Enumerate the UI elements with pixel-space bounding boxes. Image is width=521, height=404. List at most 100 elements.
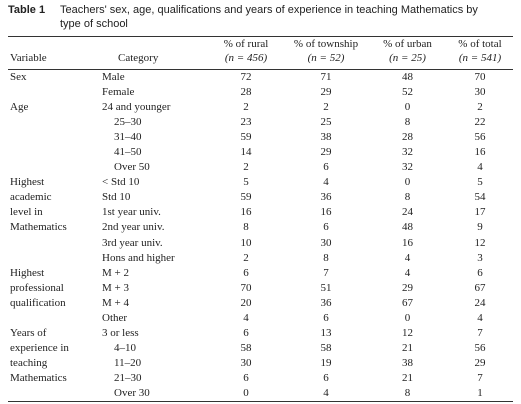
table-row: Highest M + 2 6 7 4 6 (8, 266, 513, 281)
row-category: M + 4 (102, 296, 129, 309)
cell-rural: 23 (240, 116, 252, 129)
cell-urban: 4 (404, 251, 411, 264)
row-variable (8, 145, 96, 160)
cell-rural: 70 (240, 281, 252, 294)
row-variable: professional (10, 281, 64, 294)
cell-township: 29 (320, 86, 332, 99)
cell-urban: 0 (404, 176, 411, 189)
table-row: Years of 3 or less 6 13 12 7 (8, 326, 513, 341)
cell-total: 9 (477, 221, 483, 234)
cell-total: 7 (477, 326, 483, 339)
cell-total: 70 (474, 71, 486, 84)
row-variable (8, 115, 96, 130)
cell-rural: 0 (243, 387, 249, 399)
table-caption-line-1: Teachers' sex, age, qualifications and y… (60, 4, 478, 16)
table-row: Over 50 2 6 32 4 (8, 160, 513, 175)
cell-urban: 67 (402, 296, 413, 309)
cell-urban: 29 (402, 281, 413, 294)
row-variable (8, 130, 96, 145)
row-category: M + 2 (102, 266, 129, 279)
cell-rural: 2 (243, 251, 249, 264)
cell-urban: 0 (404, 101, 411, 114)
header-total: % of total (458, 38, 502, 50)
cell-total: 24 (474, 296, 486, 309)
row-variable: Years of (10, 326, 47, 339)
table-row: Female 28 29 52 30 (8, 85, 513, 100)
row-variable (8, 386, 96, 401)
data-table: % of rural % of township % of urban % of… (8, 38, 513, 401)
row-category: 31–40 (114, 131, 142, 144)
row-category: 21–30 (114, 371, 142, 384)
cell-total: 29 (474, 356, 486, 369)
cell-township: 6 (323, 221, 329, 234)
cell-rural: 6 (243, 371, 249, 384)
cell-urban: 52 (402, 86, 413, 99)
row-category: < Std 10 (102, 176, 140, 189)
header-row-2: Variable Category (n = 456) (n = 52) (n … (8, 51, 513, 65)
cell-rural: 58 (240, 341, 252, 354)
table-row: Mathematics 2nd year univ. 8 6 48 9 (8, 220, 513, 235)
row-category: 25–30 (114, 116, 142, 129)
cell-total: 1 (477, 387, 483, 399)
row-category: Over 50 (114, 161, 150, 174)
row-variable: Highest (10, 176, 45, 189)
table-row: experience in 4–10 58 58 21 56 (8, 341, 513, 356)
row-category: Std 10 (102, 191, 131, 204)
cell-township: 7 (323, 266, 329, 279)
row-category: Male (102, 71, 125, 84)
row-category: 41–50 (114, 146, 142, 159)
cell-township: 6 (323, 371, 329, 384)
table-caption-line-2: type of school (60, 18, 128, 30)
cell-urban: 8 (404, 191, 411, 204)
cell-total: 12 (474, 236, 486, 249)
table-row: 41–50 14 29 32 16 (8, 145, 513, 160)
row-variable: level in (10, 206, 43, 219)
table-caption: Table 1 Teachers' sex, age, qualification… (8, 3, 513, 31)
table-row: teaching 11–20 30 19 38 29 (8, 356, 513, 371)
cell-township: 29 (320, 146, 332, 159)
header-category: Category (118, 52, 159, 64)
cell-rural: 59 (240, 191, 252, 204)
cell-urban: 8 (404, 387, 411, 399)
header-total-n: (n = 541) (458, 52, 502, 64)
cell-township: 38 (320, 131, 332, 144)
row-variable (8, 85, 96, 100)
table-bottom-rule (8, 401, 513, 402)
cell-urban: 48 (402, 71, 413, 84)
cell-township: 58 (320, 341, 332, 354)
row-variable (8, 236, 96, 251)
row-category: 3rd year univ. (102, 236, 163, 249)
table-row: Hons and higher 2 8 4 3 (8, 251, 513, 266)
cell-rural: 72 (240, 71, 252, 84)
row-variable: Highest (10, 266, 45, 279)
header-urban-n: (n = 25) (389, 52, 426, 64)
cell-township: 51 (320, 281, 332, 294)
row-category: Over 30 (114, 387, 150, 399)
header-township: % of township (293, 38, 359, 50)
cell-township: 4 (323, 176, 329, 189)
cell-urban: 48 (402, 221, 413, 234)
cell-rural: 2 (243, 101, 249, 114)
table-row: Over 30 0 4 8 1 (8, 386, 513, 401)
row-category: 11–20 (114, 356, 142, 369)
cell-total: 4 (477, 311, 483, 324)
table-row: qualification M + 4 20 36 67 24 (8, 296, 513, 311)
table-body: Sex Male 72 71 48 70 Female 28 29 52 30 Age 24 and y… (8, 65, 513, 401)
row-category: 24 and younger (102, 101, 171, 114)
cell-rural: 8 (243, 221, 249, 234)
row-category: Other (102, 311, 128, 324)
cell-rural: 14 (240, 146, 252, 159)
cell-rural: 2 (243, 161, 249, 174)
cell-township: 6 (323, 311, 329, 324)
row-variable: Mathematics (10, 221, 67, 234)
row-category: Female (102, 86, 135, 99)
cell-urban: 8 (404, 116, 411, 129)
cell-township: 30 (320, 236, 332, 249)
cell-total: 17 (474, 206, 486, 219)
table-row: 25–30 23 25 8 22 (8, 115, 513, 130)
cell-township: 71 (320, 71, 332, 84)
cell-total: 56 (474, 341, 486, 354)
cell-rural: 20 (240, 296, 252, 309)
cell-total: 22 (474, 116, 486, 129)
cell-rural: 6 (243, 326, 249, 339)
